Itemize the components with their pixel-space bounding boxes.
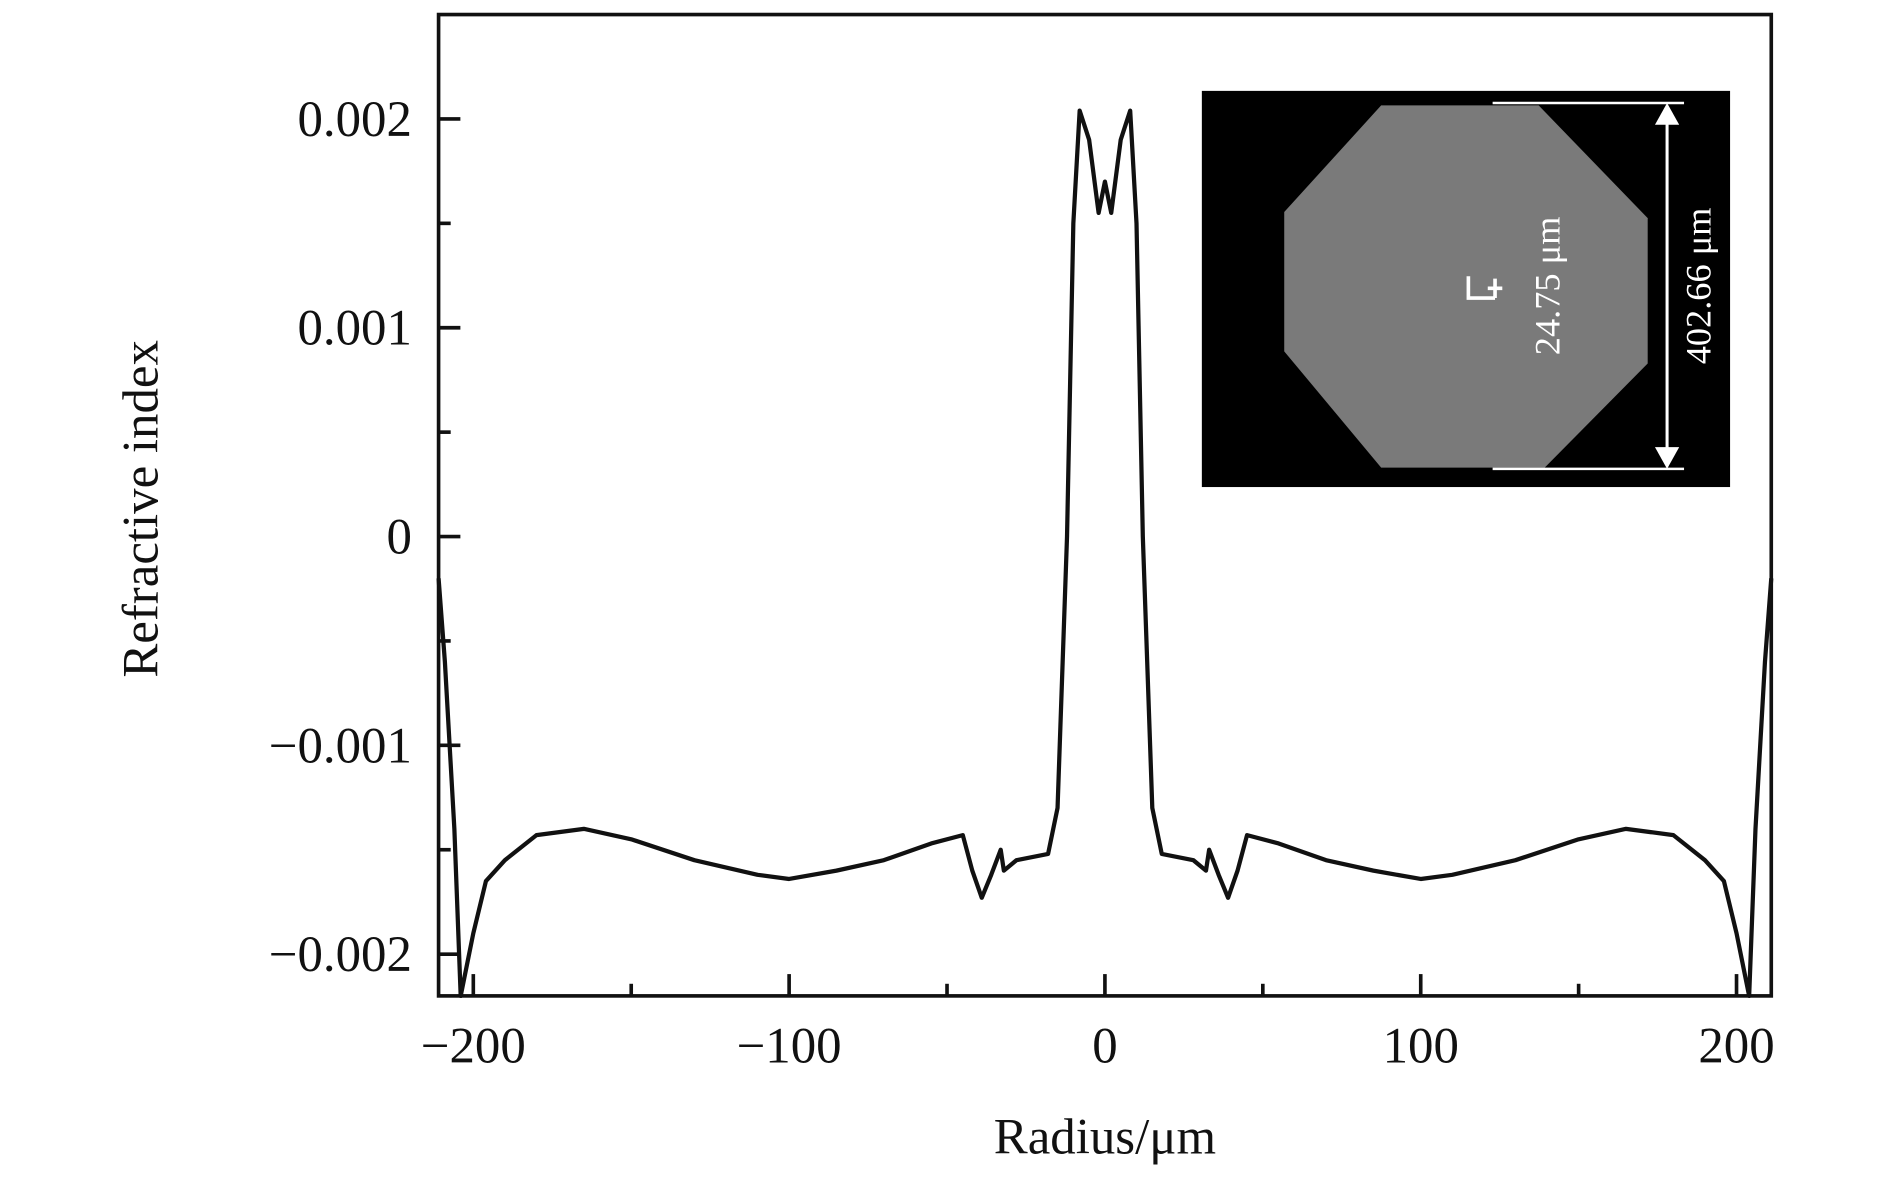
x-tick-label: 0 <box>1092 1019 1117 1075</box>
inset: 24.75 μm 402.66 μm <box>1201 90 1731 488</box>
y-tick-label: −0.001 <box>269 718 412 774</box>
core-size-label: 24.75 μm <box>1527 217 1567 356</box>
x-tick-label: 200 <box>1698 1019 1774 1075</box>
x-tick-label: 100 <box>1383 1019 1459 1075</box>
core-marker <box>1466 276 1503 300</box>
fiber-cross-section <box>1284 105 1648 468</box>
y-tick-label: 0.001 <box>297 301 411 357</box>
arrow-head <box>1654 447 1680 469</box>
arrow-head <box>1654 102 1680 125</box>
x-tick-label: −100 <box>737 1019 842 1075</box>
x-axis-title: Radius/μm <box>994 1109 1216 1165</box>
y-tick-label: 0.002 <box>297 92 411 148</box>
fiber-size-label: 402.66 μm <box>1679 208 1719 365</box>
x-tick-label: −200 <box>421 1019 526 1075</box>
data-line <box>436 108 1774 999</box>
y-tick-label: 0 <box>386 510 411 566</box>
y-tick-label: −0.002 <box>269 927 412 983</box>
y-axis-title: Refractive index <box>114 340 170 678</box>
